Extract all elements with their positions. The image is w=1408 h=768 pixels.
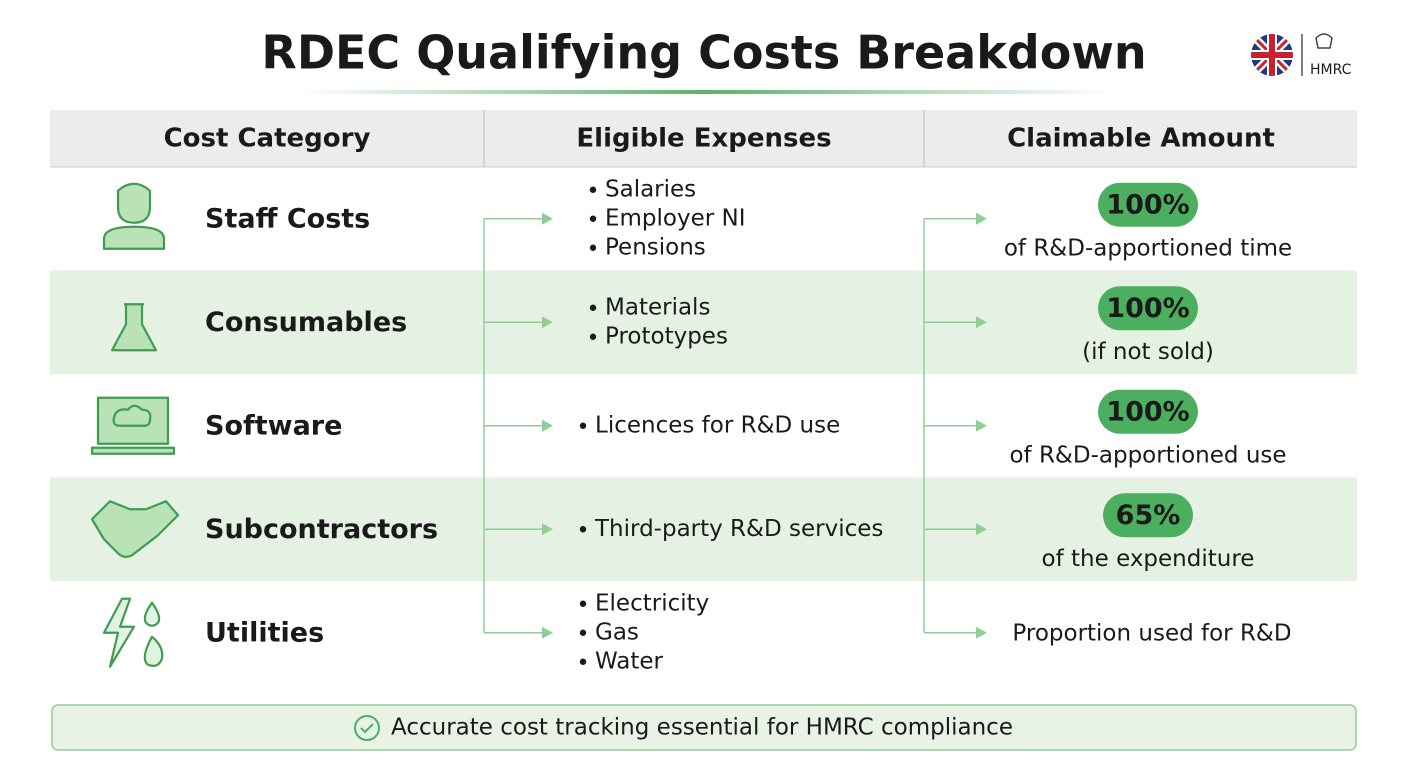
bullet [579, 600, 587, 607]
title-underline [300, 90, 1110, 94]
amount-note: (if not sold) [1082, 339, 1214, 365]
arrow-head [542, 419, 553, 432]
category-label: Subcontractors [205, 514, 438, 545]
footer-note: Accurate cost tracking essential for HMR… [391, 715, 1013, 741]
uk-flag [1251, 34, 1293, 76]
column-header: Cost Category [164, 124, 371, 154]
expense-item: Electricity [595, 590, 709, 616]
expense-item: Licences for R&D use [595, 412, 840, 438]
bullet [579, 658, 587, 665]
amount-note: of R&D-apportioned time [1004, 235, 1292, 261]
amount-value: 100% [1106, 189, 1189, 220]
expense-item: Third-party R&D services [594, 516, 883, 542]
expense-item: Prototypes [605, 323, 728, 349]
amount-note: of the expenditure [1042, 546, 1255, 572]
check-icon [354, 715, 380, 741]
crest [1315, 33, 1333, 49]
category-label: Staff Costs [205, 203, 370, 234]
arrow-head [976, 419, 987, 432]
title: RDEC Qualifying Costs Breakdown [261, 26, 1146, 80]
expense-item: Pensions [605, 234, 706, 260]
arrow-head [542, 523, 553, 536]
amount-badge [1098, 286, 1198, 331]
check-mark [360, 723, 374, 734]
category-icon [90, 500, 180, 558]
category-icon [90, 396, 176, 455]
category-icon [102, 597, 164, 668]
amount-note: of R&D-apportioned use [1009, 442, 1286, 468]
column-header: Claimable Amount [1007, 124, 1275, 154]
amount-value: 100% [1106, 293, 1189, 324]
arrow-head [976, 626, 987, 639]
column-header: Eligible Expenses [576, 124, 831, 154]
expense-item: Salaries [605, 176, 696, 202]
amount-value: 100% [1106, 396, 1189, 427]
arrow-head [542, 212, 553, 225]
expense-item: Water [595, 648, 664, 674]
arrow-head [542, 626, 553, 639]
arrow-head [542, 316, 553, 329]
amount-value: 65% [1116, 500, 1181, 531]
amount-badge [1103, 493, 1193, 538]
bullet [579, 526, 587, 533]
bullet [579, 629, 587, 636]
category-icon [102, 182, 166, 250]
header-row [50, 110, 1357, 167]
footer-box [51, 704, 1357, 751]
expense-item: Materials [605, 294, 710, 320]
logo-text: HMRC [1310, 62, 1352, 78]
category-label: Utilities [205, 617, 324, 648]
category-label: Consumables [205, 307, 407, 338]
expense-item: Employer NI [605, 205, 746, 231]
bullet [589, 186, 597, 193]
arrow-head [976, 212, 987, 225]
bullet [579, 422, 587, 429]
arrow-head [976, 316, 987, 329]
category-label: Software [205, 410, 342, 441]
bullet [589, 333, 597, 340]
expense-item: Gas [595, 619, 639, 645]
bullet [589, 215, 597, 222]
amount-note: Proportion used for R&D [1012, 620, 1291, 646]
bullet [589, 244, 597, 251]
amount-badge [1098, 389, 1198, 434]
arrow-head [976, 523, 987, 536]
bullet [589, 304, 597, 311]
amount-badge [1098, 182, 1198, 227]
category-icon [110, 303, 158, 352]
